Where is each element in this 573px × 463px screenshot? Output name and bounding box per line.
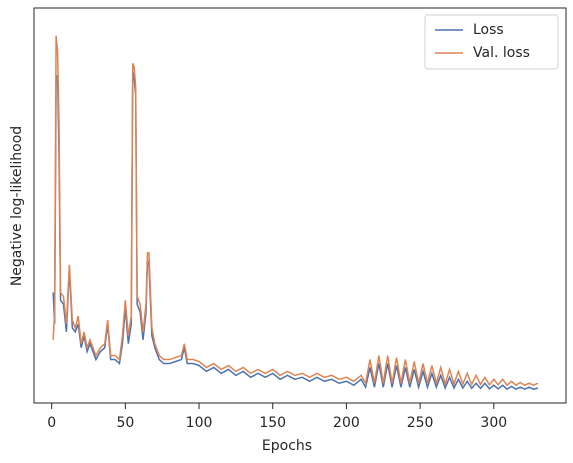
x-tick-label: 150	[259, 415, 286, 431]
y-axis-label: Negative log-likelihood	[9, 126, 25, 286]
x-tick-label: 200	[333, 415, 360, 431]
plot-frame	[33, 7, 567, 404]
x-tick-label: 100	[186, 415, 213, 431]
legend-label: Val. loss	[473, 45, 530, 61]
x-tick-label: 50	[116, 415, 134, 431]
x-tick-label: 250	[407, 415, 434, 431]
legend-label: Loss	[473, 22, 504, 38]
legend-box	[424, 14, 559, 70]
x-axis-label: Epochs	[262, 438, 312, 454]
line-series	[52, 35, 539, 387]
x-tick-label: 0	[47, 415, 56, 431]
line-series	[52, 71, 539, 391]
x-tick-label: 300	[480, 415, 507, 431]
